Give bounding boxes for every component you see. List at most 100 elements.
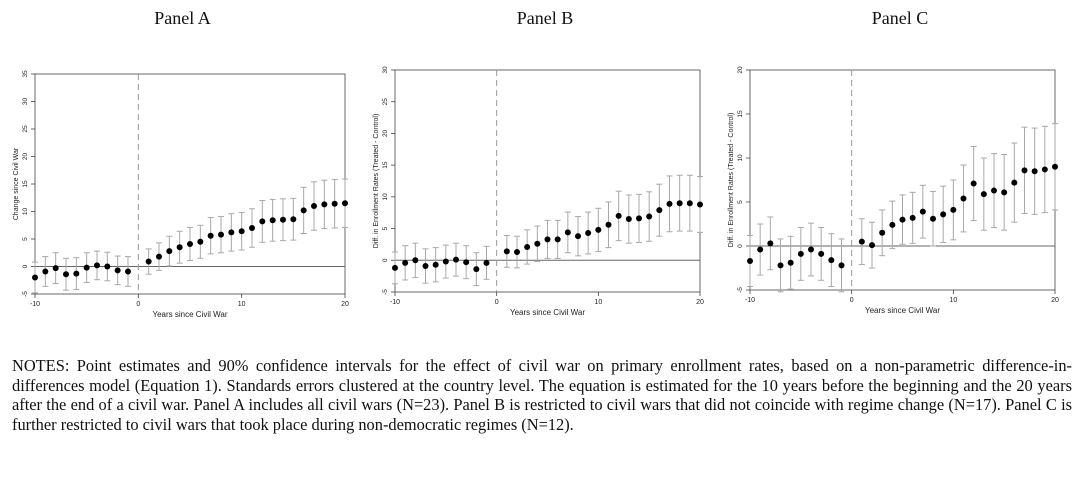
- point-estimate: [656, 207, 663, 214]
- point-estimate: [1001, 189, 1008, 196]
- panel-a: Panel A -5 0 5 10 15 20 25 30 35 -10 0 10 20 Years si…: [0, 0, 365, 330]
- point-estimate: [858, 238, 865, 245]
- y-tick-label: 35: [22, 70, 29, 78]
- point-estimate: [125, 268, 131, 275]
- point-estimate: [1011, 179, 1018, 186]
- point-estimate: [605, 221, 612, 228]
- point-estimate: [402, 259, 409, 266]
- point-estimate: [280, 216, 286, 223]
- point-estimate: [666, 200, 673, 207]
- y-tick-label: 0: [382, 258, 389, 262]
- point-estimate: [473, 266, 480, 273]
- x-tick-label: 20: [696, 299, 704, 306]
- panel-c: Panel C -5 0 5 10 15 20 -10 0 10 20 Years since Ci…: [720, 0, 1080, 330]
- panel-c-title: Panel C: [871, 8, 929, 28]
- point-estimate: [930, 215, 936, 222]
- point-estimate: [63, 271, 69, 278]
- point-estimate: [463, 259, 470, 266]
- point-estimate: [777, 262, 784, 269]
- panel-b-chart: -5 0 5 10 15 20 25 30 -10 0 10 20 Years since Civil …: [373, 66, 704, 317]
- x-axis-label: Years since Civil War: [510, 308, 585, 317]
- point-estimate: [909, 214, 916, 221]
- point-estimate: [442, 258, 449, 265]
- point-estimate: [483, 259, 490, 266]
- y-tick-label: 5: [737, 200, 744, 204]
- y-tick-label: 20: [22, 153, 29, 161]
- y-tick-label: 30: [382, 66, 389, 74]
- point-estimate: [980, 191, 987, 198]
- point-estimate: [595, 226, 602, 233]
- point-estimate: [828, 257, 835, 264]
- point-estimate: [176, 244, 183, 251]
- point-estimate: [767, 240, 774, 247]
- y-tick-label: -5: [382, 289, 389, 295]
- point-estimate: [453, 256, 459, 263]
- point-estimate: [166, 248, 173, 255]
- point-estimate: [422, 262, 429, 269]
- point-estimate: [697, 201, 703, 208]
- point-estimate: [534, 240, 541, 247]
- point-estimate: [524, 243, 531, 250]
- panel-c-chart: -5 0 5 10 15 20 -10 0 10 20 Years since Civil War D…: [728, 66, 1059, 315]
- point-estimate: [889, 221, 896, 228]
- point-estimate: [228, 229, 235, 236]
- point-estimate: [919, 208, 926, 215]
- panel-b: Panel B -5 0 5 10 15 20 25 30 -10 0 10 20 Years sinc…: [365, 0, 725, 330]
- point-estimate: [787, 259, 794, 266]
- point-estimate: [32, 274, 38, 281]
- x-axis-label: Years since Civil War: [865, 306, 940, 315]
- point-estimate: [970, 180, 977, 187]
- point-estimate: [879, 229, 886, 236]
- point-estimate: [950, 206, 957, 213]
- point-estimate: [104, 263, 111, 270]
- point-estimate: [1021, 167, 1028, 174]
- point-estimate: [554, 236, 561, 243]
- point-estimate: [52, 265, 59, 272]
- panel-b-title: Panel B: [516, 8, 574, 28]
- x-tick-label: 10: [238, 301, 246, 308]
- y-tick-label: 5: [22, 237, 29, 241]
- point-estimate: [615, 212, 622, 219]
- y-tick-label: 30: [22, 98, 29, 106]
- x-tick-label: -10: [390, 299, 400, 306]
- x-tick-label: 0: [850, 297, 854, 304]
- point-estimate: [869, 242, 875, 249]
- point-estimate: [808, 246, 814, 253]
- point-estimate: [259, 218, 266, 225]
- point-estimate: [646, 213, 653, 220]
- point-estimate: [544, 236, 551, 243]
- point-estimate: [300, 207, 307, 214]
- y-axis-label: Diff. in Enrollment Rates (Treated - Con…: [373, 114, 380, 249]
- x-tick-label: -10: [30, 301, 40, 308]
- point-estimate: [991, 187, 997, 194]
- point-estimate: [960, 195, 967, 202]
- x-tick-label: 10: [594, 299, 602, 306]
- point-estimate: [575, 233, 581, 240]
- point-estimate: [818, 250, 825, 257]
- point-estimate: [249, 225, 255, 231]
- y-tick-label: 10: [737, 154, 744, 162]
- point-estimate: [73, 270, 80, 277]
- point-estimate: [412, 257, 419, 264]
- point-estimate: [311, 203, 317, 209]
- panel-a-chart: -5 0 5 10 15 20 25 30 35 -10 0 10 20 Years since Civi…: [13, 70, 349, 319]
- point-estimate: [331, 200, 338, 207]
- y-tick-label: 10: [382, 193, 389, 201]
- x-tick-label: 10: [949, 297, 957, 304]
- y-axis-label: Diff. in Enrollment Rates (Treated - Con…: [728, 113, 735, 248]
- figure-notes: NOTES: Point estimates and 90% confidenc…: [12, 356, 1072, 434]
- point-estimate: [564, 229, 571, 236]
- x-tick-label: 20: [1051, 297, 1059, 304]
- y-tick-label: 25: [22, 125, 29, 133]
- x-tick-label: 0: [136, 301, 140, 308]
- panel-a-title: Panel A: [154, 8, 211, 28]
- y-tick-label: 0: [737, 244, 744, 248]
- point-estimate: [1041, 166, 1048, 173]
- point-estimate: [636, 215, 642, 222]
- y-tick-label: 15: [22, 180, 29, 188]
- point-estimate: [114, 267, 121, 274]
- point-estimate: [625, 216, 632, 223]
- y-tick-label: 10: [22, 208, 29, 216]
- y-tick-label: 20: [382, 129, 389, 137]
- point-estimate: [757, 246, 764, 253]
